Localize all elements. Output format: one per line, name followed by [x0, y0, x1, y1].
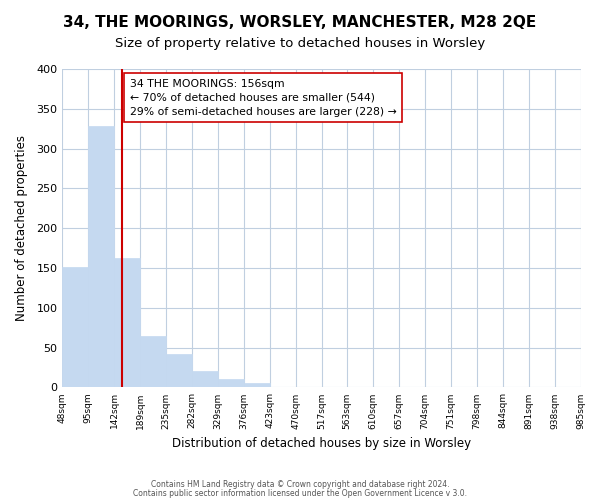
Text: Size of property relative to detached houses in Worsley: Size of property relative to detached ho…	[115, 38, 485, 51]
Bar	[88, 126, 115, 388]
Text: 34 THE MOORINGS: 156sqm
← 70% of detached houses are smaller (544)
29% of semi-d: 34 THE MOORINGS: 156sqm ← 70% of detache…	[130, 78, 397, 116]
Bar	[62, 267, 88, 388]
Bar	[218, 380, 244, 388]
Text: 34, THE MOORINGS, WORSLEY, MANCHESTER, M28 2QE: 34, THE MOORINGS, WORSLEY, MANCHESTER, M…	[64, 15, 536, 30]
Bar	[192, 370, 218, 388]
Bar	[115, 258, 140, 388]
X-axis label: Distribution of detached houses by size in Worsley: Distribution of detached houses by size …	[172, 437, 471, 450]
Bar	[166, 354, 192, 388]
Text: Contains HM Land Registry data © Crown copyright and database right 2024.: Contains HM Land Registry data © Crown c…	[151, 480, 449, 489]
Y-axis label: Number of detached properties: Number of detached properties	[15, 135, 28, 321]
Bar	[140, 336, 166, 388]
Text: Contains public sector information licensed under the Open Government Licence v : Contains public sector information licen…	[133, 488, 467, 498]
Bar	[244, 384, 270, 388]
